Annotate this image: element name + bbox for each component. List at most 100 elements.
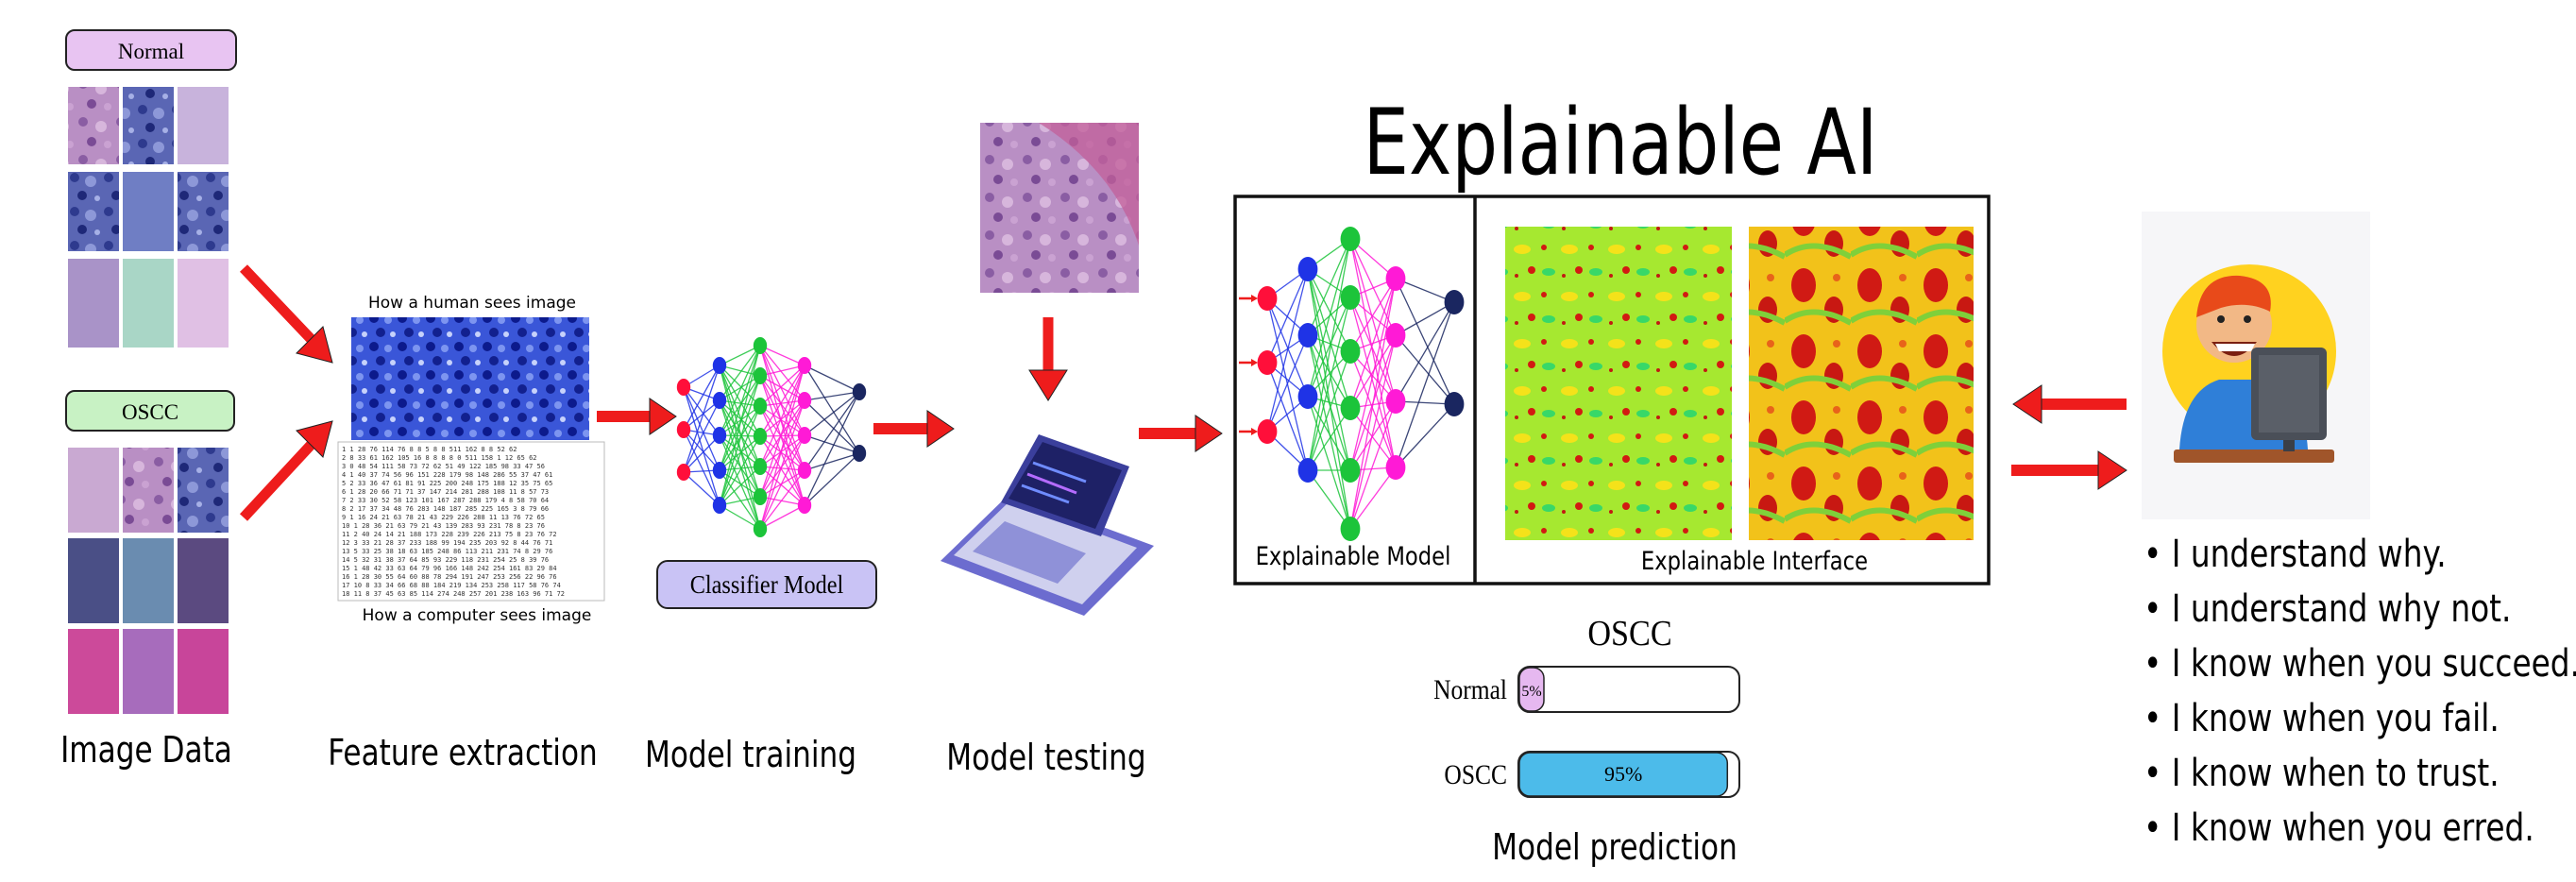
nn-edge <box>759 504 805 530</box>
nn-edge <box>719 405 761 506</box>
pixel-row: 15 1 48 42 33 63 64 79 96 166 148 242 25… <box>342 565 557 572</box>
nn-edge <box>1395 278 1455 303</box>
human-caption: How a human sees image <box>368 294 576 313</box>
nn-edge <box>719 399 761 437</box>
prediction-bar-fill <box>1518 752 1729 797</box>
nn-edge <box>683 429 720 506</box>
nn-edge <box>719 435 761 506</box>
oscc-tile <box>123 448 174 533</box>
nn-node <box>676 379 691 396</box>
nn-node <box>1385 455 1406 480</box>
user-statement: • I know when you succeed. <box>2144 641 2576 686</box>
stage-label-model-testing: Model testing <box>946 738 1145 779</box>
nn-node <box>712 427 727 444</box>
nn-edge <box>719 434 761 467</box>
nn-edge <box>1349 278 1397 471</box>
nn-edge <box>1307 469 1351 530</box>
nn-edge <box>1266 334 1309 433</box>
nn-edge <box>1395 301 1455 336</box>
nn-edge <box>759 365 805 377</box>
nn-node <box>797 357 812 374</box>
nn-edge <box>1266 297 1309 398</box>
nn-node <box>712 357 727 374</box>
nn-edge <box>804 452 860 506</box>
nn-edge <box>1349 334 1397 530</box>
nn-edge <box>719 365 761 498</box>
prediction-bar-value: 5% <box>1521 684 1541 700</box>
nn-input-arrowhead <box>1251 428 1258 435</box>
arrow-testing-to-xai <box>1139 415 1223 452</box>
nn-node <box>852 445 867 462</box>
nn-edge <box>1307 396 1351 530</box>
pixel-row: 14 5 32 31 38 37 64 85 93 229 118 231 25… <box>342 556 549 564</box>
nn-edge <box>719 375 761 436</box>
prediction-bar-value: 95% <box>1604 762 1642 786</box>
nn-node <box>1340 227 1361 251</box>
normal-tile <box>178 87 229 164</box>
model-training-stage: Classifier Model Model training <box>645 337 877 776</box>
model-prediction-stage: OSCC Normal 5% OSCC 95% Model prediction <box>1433 613 1740 869</box>
nn-edge <box>1307 350 1351 471</box>
nn-edge <box>683 434 720 473</box>
nn-edge <box>719 345 761 366</box>
nn-edge <box>1349 297 1397 402</box>
nn-edge <box>1307 297 1351 398</box>
feature-extraction-stage: How a human sees image 1 1 28 76 114 76 … <box>328 294 605 774</box>
nn-edge <box>1307 268 1351 530</box>
nn-edge <box>759 375 805 506</box>
nn-edge <box>1349 466 1397 530</box>
nn-edge <box>683 399 720 473</box>
pixel-row: 9 1 16 24 21 63 78 21 43 229 226 288 11 … <box>342 514 545 521</box>
prediction-title: OSCC <box>1587 613 1671 653</box>
nn-edge <box>719 405 761 471</box>
nn-edge <box>759 345 805 506</box>
nn-edge <box>759 375 805 436</box>
computer-caption: How a computer sees image <box>363 606 592 625</box>
nn-edge <box>1266 268 1309 364</box>
oscc-tile <box>123 629 174 714</box>
nn-edge <box>1307 407 1351 471</box>
nn-node <box>1297 384 1318 409</box>
nn-edge <box>1349 238 1397 402</box>
pixel-row: 17 10 8 33 34 66 68 88 184 219 134 253 2… <box>342 582 561 589</box>
nn-edge <box>683 386 720 471</box>
nn-edge <box>804 452 860 471</box>
pixel-row: 3 0 48 54 111 58 73 72 62 51 49 122 185 … <box>342 463 545 470</box>
nn-edge <box>683 386 720 436</box>
nn-edge <box>804 399 860 454</box>
nn-edge <box>1307 268 1351 352</box>
normal-tile <box>68 172 119 251</box>
nn-node <box>1444 290 1465 314</box>
nn-edge <box>804 391 860 401</box>
pixel-row: 6 1 28 20 66 71 71 37 147 214 281 288 10… <box>342 488 549 496</box>
nn-edge <box>719 405 761 436</box>
classifier-model-pill <box>656 560 877 609</box>
stage-label-image-data: Image Data <box>60 730 232 772</box>
nn-edge <box>759 434 805 530</box>
nn-edge <box>719 399 761 407</box>
nn-edge <box>759 434 805 467</box>
nn-edge <box>804 434 860 454</box>
arrow-user-to-xai <box>2012 384 2127 424</box>
classifier-model-label: Classifier Model <box>690 570 844 599</box>
nn-node <box>753 398 768 415</box>
nn-node <box>676 421 691 438</box>
pixel-row: 10 1 28 36 21 63 79 21 43 139 283 93 231… <box>342 522 545 530</box>
nn-node <box>1340 458 1361 483</box>
nn-edge <box>719 434 761 498</box>
developer-avatar-icon <box>2142 212 2370 519</box>
nn-node <box>1385 323 1406 348</box>
image-data-stage: Normal OSCC Image Data <box>60 29 237 772</box>
nn-edge <box>719 375 761 401</box>
nn-edge <box>804 391 860 471</box>
nn-edge <box>759 496 805 506</box>
nn-edge <box>759 469 805 530</box>
nn-edge <box>719 435 761 471</box>
nn-node <box>753 458 768 475</box>
nn-edge <box>1349 238 1397 468</box>
normal-tile <box>123 259 174 348</box>
nn-edge <box>1349 278 1397 409</box>
user-statement: • I know when to trust. <box>2144 751 2500 795</box>
model-testing-stage: Model testing <box>941 123 1154 779</box>
normal-tile <box>178 172 229 251</box>
